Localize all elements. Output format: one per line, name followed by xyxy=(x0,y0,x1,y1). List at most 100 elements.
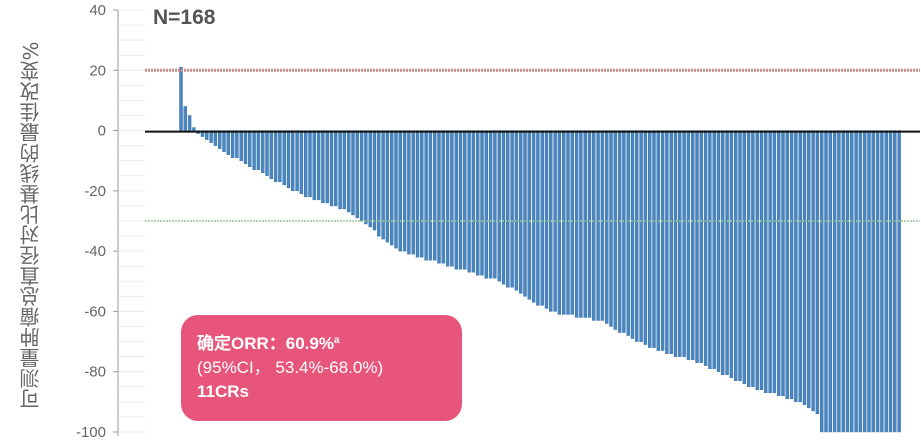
bar xyxy=(583,130,587,318)
bar xyxy=(716,130,721,372)
bar xyxy=(398,130,402,252)
bar xyxy=(587,130,592,318)
bar xyxy=(695,130,699,363)
bar xyxy=(781,130,785,397)
bar xyxy=(540,130,544,306)
bar xyxy=(454,130,458,270)
bar xyxy=(304,130,308,198)
bar xyxy=(222,130,226,152)
orr-annotation-box: 确定ORR：60.9%a (95%CI， 53.4%-68.0%) 11CRs xyxy=(181,315,462,421)
bar xyxy=(437,130,441,264)
bar xyxy=(467,130,471,273)
bar xyxy=(643,130,648,345)
bar xyxy=(734,130,738,381)
bar xyxy=(596,130,600,321)
bar xyxy=(824,130,828,433)
bar xyxy=(488,130,493,279)
bar xyxy=(420,130,424,258)
bar xyxy=(570,130,574,315)
bar xyxy=(699,130,703,363)
bar xyxy=(377,130,381,237)
bar xyxy=(347,130,351,213)
y-tick-label: -80 xyxy=(84,364,106,381)
bar xyxy=(519,130,523,294)
bar xyxy=(450,130,454,267)
y-tick-label: 0 xyxy=(98,123,106,140)
bar xyxy=(192,127,196,131)
bar xyxy=(230,130,235,158)
bar xyxy=(656,130,660,351)
bar xyxy=(725,130,729,375)
bar xyxy=(648,130,652,348)
bar xyxy=(888,130,893,433)
bar xyxy=(755,130,759,391)
bar xyxy=(415,130,420,258)
bar xyxy=(497,130,501,282)
bar xyxy=(712,130,716,369)
bar xyxy=(764,130,768,394)
bar xyxy=(359,130,364,222)
bar xyxy=(325,130,329,204)
bar xyxy=(411,130,415,255)
bar xyxy=(665,130,669,354)
bar xyxy=(867,130,871,433)
bar xyxy=(858,130,863,433)
bar xyxy=(471,130,476,273)
bar xyxy=(329,130,334,207)
bar xyxy=(669,130,673,354)
bar xyxy=(523,130,527,297)
bar xyxy=(635,130,639,342)
bar xyxy=(364,130,368,225)
bar xyxy=(342,130,347,210)
bar xyxy=(678,130,682,357)
bar xyxy=(385,130,390,243)
bar xyxy=(424,130,428,261)
bar xyxy=(235,130,239,158)
bar xyxy=(501,130,506,285)
y-axis-label: 可测量肿瘤总直径对比基线的最佳改变% xyxy=(18,40,43,409)
bar xyxy=(269,130,273,179)
bar xyxy=(514,130,519,291)
bar xyxy=(742,130,746,384)
y-tick-label: -20 xyxy=(84,183,106,200)
bar xyxy=(880,130,884,433)
bar xyxy=(308,130,312,198)
bar xyxy=(897,130,901,433)
bar xyxy=(708,130,712,369)
bar xyxy=(463,130,467,270)
bar xyxy=(703,130,708,366)
bar xyxy=(682,130,686,357)
bar xyxy=(751,130,755,387)
bar xyxy=(854,130,858,433)
bar xyxy=(334,130,338,207)
y-tick-label: -40 xyxy=(84,243,106,260)
bar xyxy=(187,115,192,131)
bar xyxy=(261,130,265,173)
bar xyxy=(286,130,291,189)
bar xyxy=(179,67,183,131)
bar xyxy=(433,130,437,261)
bar xyxy=(777,130,781,397)
bar xyxy=(368,130,372,228)
bar xyxy=(579,130,583,318)
bar xyxy=(381,130,385,240)
bar xyxy=(544,130,549,309)
bar xyxy=(351,130,355,216)
bar xyxy=(256,130,261,170)
bar xyxy=(295,130,299,192)
bar xyxy=(321,130,325,204)
bar xyxy=(798,130,802,403)
bar xyxy=(476,130,480,276)
bar xyxy=(390,130,394,246)
bar xyxy=(815,130,820,415)
bar xyxy=(807,130,811,409)
bar xyxy=(660,130,665,351)
bar xyxy=(480,130,484,276)
bar xyxy=(506,130,510,288)
bar xyxy=(639,130,643,342)
bar xyxy=(394,130,398,249)
bar xyxy=(893,130,897,433)
bar xyxy=(566,130,570,315)
bar xyxy=(794,130,798,403)
